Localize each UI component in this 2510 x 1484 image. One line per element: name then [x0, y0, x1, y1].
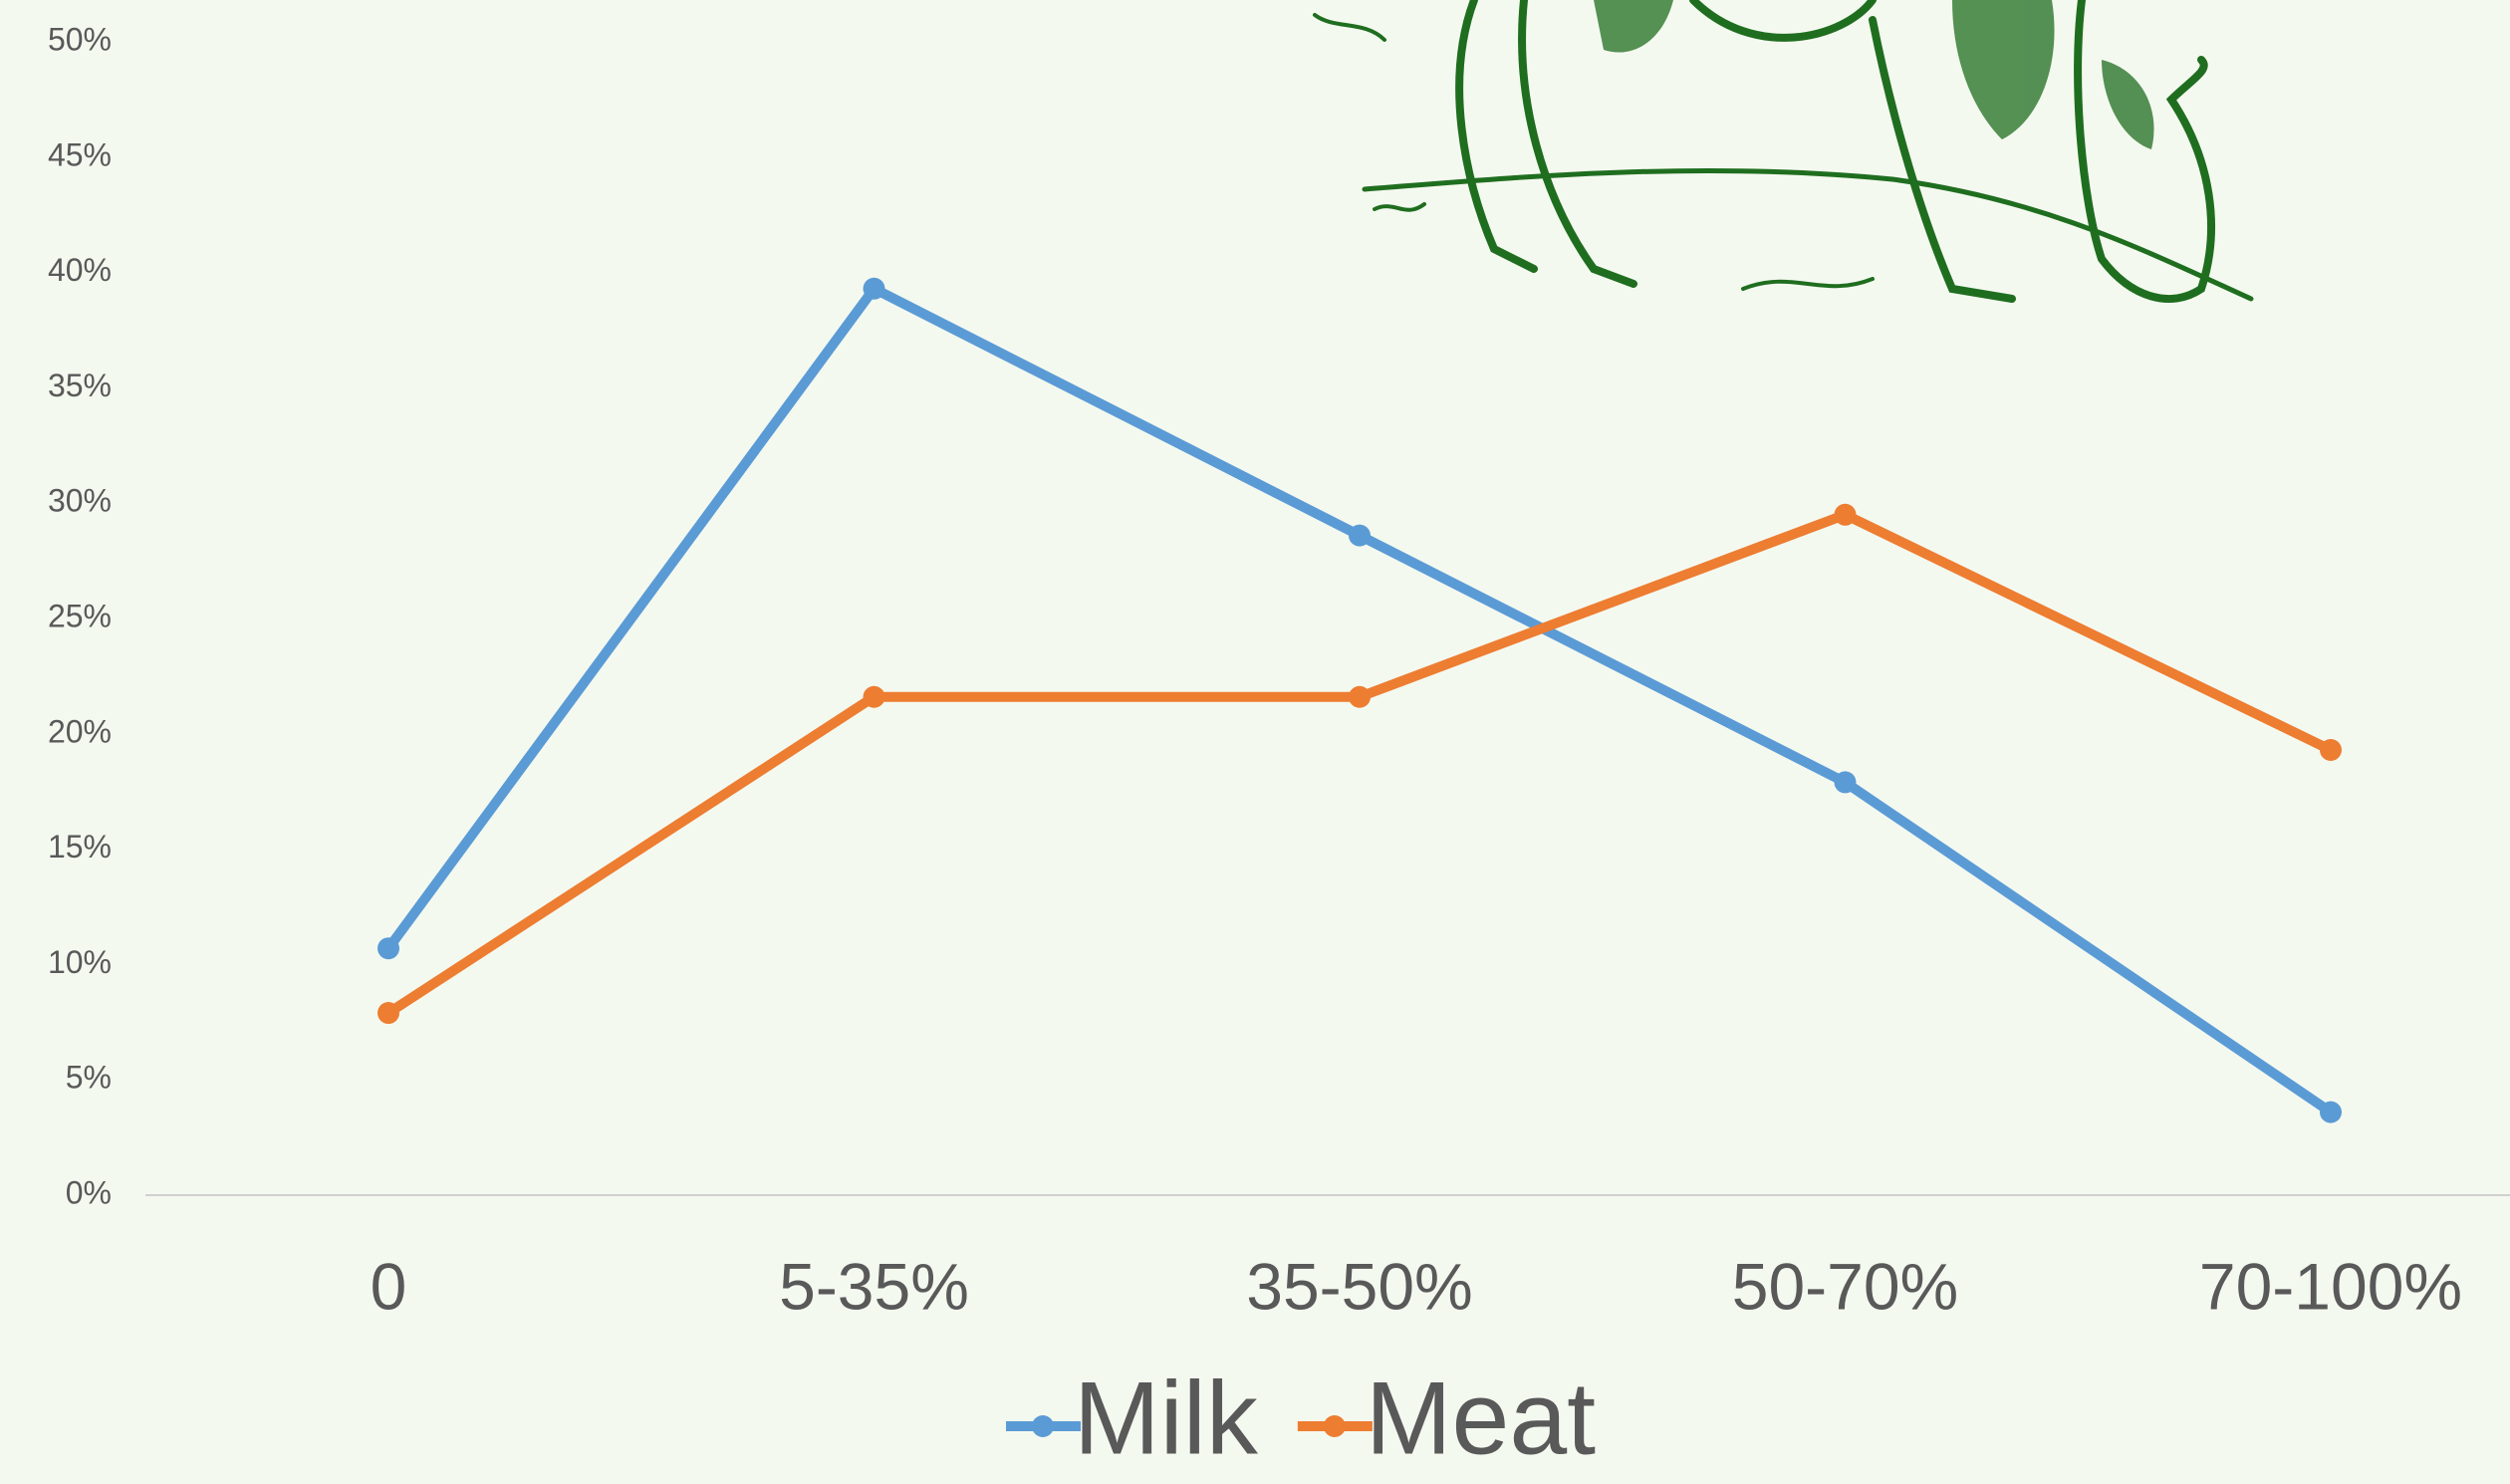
data-point — [863, 685, 885, 708]
x-tick-label: 70-100% — [2199, 1249, 2462, 1323]
data-point — [377, 1002, 399, 1025]
y-tick-label: 15% — [48, 829, 112, 865]
data-point — [2320, 1101, 2342, 1123]
y-tick-label: 5% — [66, 1060, 112, 1096]
x-tick-label: 50-70% — [1732, 1249, 1959, 1323]
y-tick-label: 0% — [66, 1174, 112, 1210]
x-tick-label: 35-50% — [1246, 1249, 1473, 1323]
cow-illustration — [1313, 0, 2254, 303]
y-tick-label: 50% — [48, 21, 112, 57]
y-tick-label: 20% — [48, 713, 112, 749]
data-point — [1834, 771, 1857, 794]
cow-fill — [1594, 0, 2154, 149]
legend-marker — [1032, 1415, 1054, 1437]
data-point — [1349, 685, 1371, 708]
data-point — [377, 937, 399, 960]
y-tick-label: 25% — [48, 598, 112, 633]
legend-label: Milk — [1074, 1360, 1259, 1476]
x-tick-label: 5-35% — [779, 1249, 969, 1323]
legend-marker — [1323, 1415, 1346, 1437]
y-tick-label: 45% — [48, 136, 112, 172]
data-point — [1349, 524, 1371, 547]
data-point — [863, 277, 885, 300]
y-tick-label: 40% — [48, 252, 112, 288]
y-tick-label: 30% — [48, 483, 112, 519]
data-point — [2320, 739, 2342, 762]
legend-label: Meat — [1366, 1360, 1596, 1476]
x-tick-label: 0 — [371, 1249, 407, 1323]
y-tick-label: 10% — [48, 944, 112, 980]
y-tick-label: 35% — [48, 368, 112, 403]
data-point — [1834, 503, 1857, 526]
